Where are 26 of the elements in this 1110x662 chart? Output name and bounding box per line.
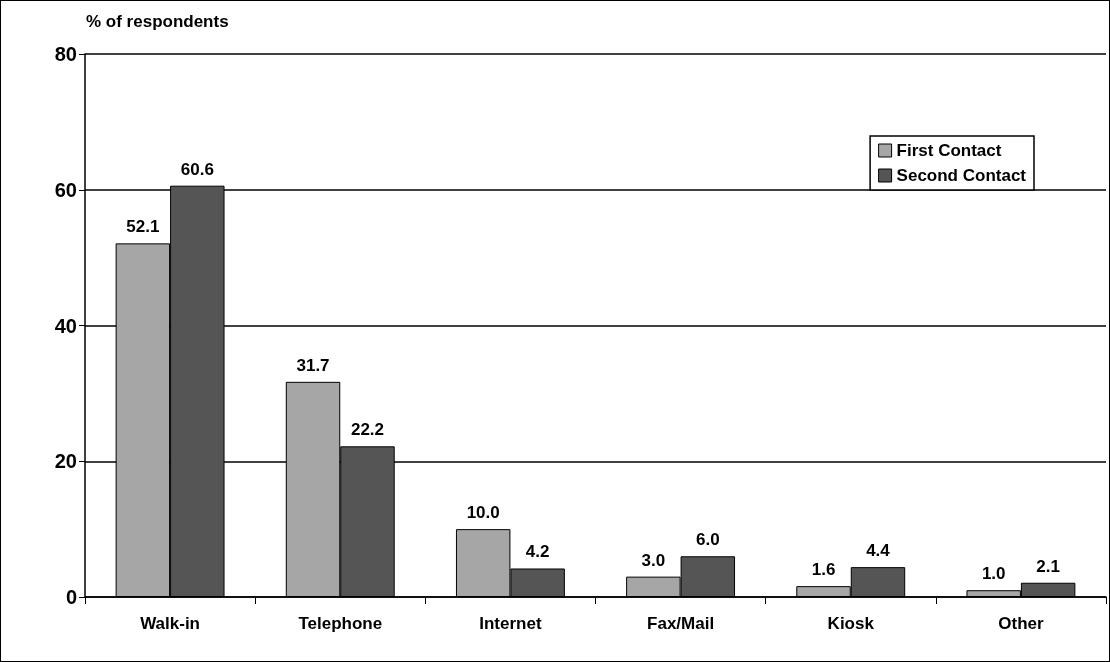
data-label: 4.2 (525, 542, 550, 562)
data-label: 10.0 (466, 503, 500, 523)
data-label: 3.0 (641, 550, 666, 570)
y-tick-label: 40 (54, 314, 77, 337)
x-tick-label: Internet (479, 614, 542, 633)
x-tick-label: Kiosk (827, 614, 875, 633)
data-label: 6.0 (695, 530, 720, 550)
data-label: 1.6 (811, 560, 836, 580)
x-tick-label: Telephone (298, 614, 383, 633)
y-tick-label: 20 (54, 450, 77, 473)
data-label: 4.4 (866, 541, 891, 561)
x-tick-label: Other (998, 614, 1044, 633)
x-tick-label: Fax/Mail (647, 614, 715, 633)
data-label: 60.6 (180, 159, 214, 179)
data-label: 31.7 (296, 355, 330, 375)
x-tick-label: Walk-in (140, 614, 200, 633)
y-tick-label: 0 (65, 586, 77, 608)
y-axis-title: % of respondents (86, 12, 229, 31)
data-label: 1.0 (981, 564, 1006, 584)
legend-label: Second Contact (896, 166, 1027, 185)
data-label: 22.2 (350, 420, 385, 440)
y-tick-label: 80 (54, 43, 77, 65)
y-tick-label: 60 (54, 178, 77, 201)
data-label: 52.1 (126, 217, 160, 237)
data-label: 2.1 (1036, 556, 1060, 576)
legend-label: First Contact (896, 141, 1002, 160)
